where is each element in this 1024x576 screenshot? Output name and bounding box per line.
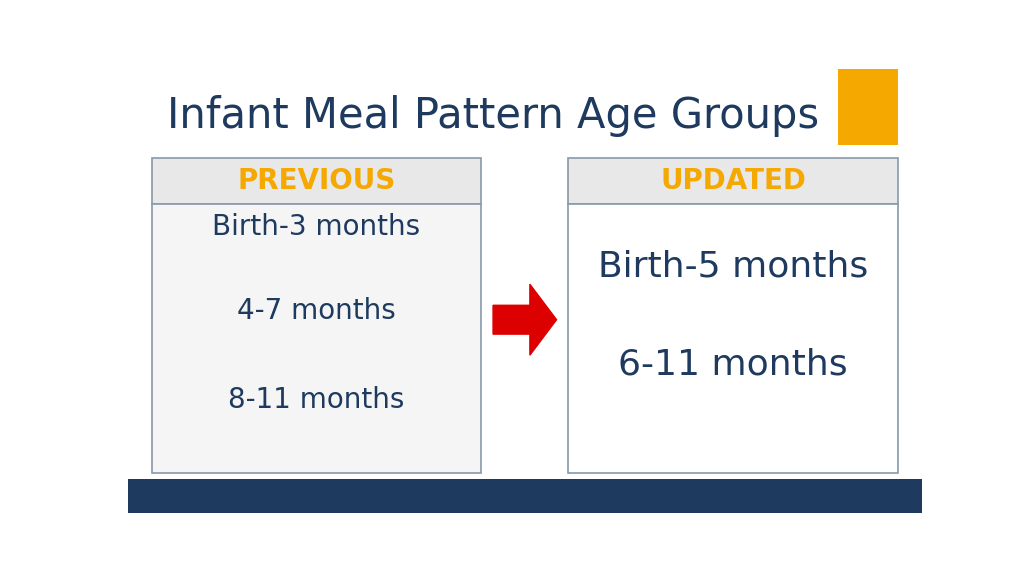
Text: Birth-5 months: Birth-5 months bbox=[598, 249, 868, 283]
Bar bbox=[152, 204, 481, 473]
Text: Birth-3 months: Birth-3 months bbox=[212, 213, 421, 241]
Text: Infant Meal Pattern Age Groups: Infant Meal Pattern Age Groups bbox=[167, 94, 819, 137]
Text: 4-7 months: 4-7 months bbox=[238, 297, 396, 325]
Bar bbox=[128, 479, 922, 513]
Text: 8-11 months: 8-11 months bbox=[228, 385, 404, 414]
Bar bbox=[152, 158, 481, 204]
Text: UPDATED: UPDATED bbox=[660, 167, 806, 195]
Bar bbox=[568, 204, 898, 473]
Bar bbox=[839, 69, 898, 145]
Text: PREVIOUS: PREVIOUS bbox=[238, 167, 395, 195]
Bar bbox=[568, 158, 898, 204]
Text: 6-11 months: 6-11 months bbox=[618, 347, 848, 381]
Polygon shape bbox=[494, 284, 557, 355]
